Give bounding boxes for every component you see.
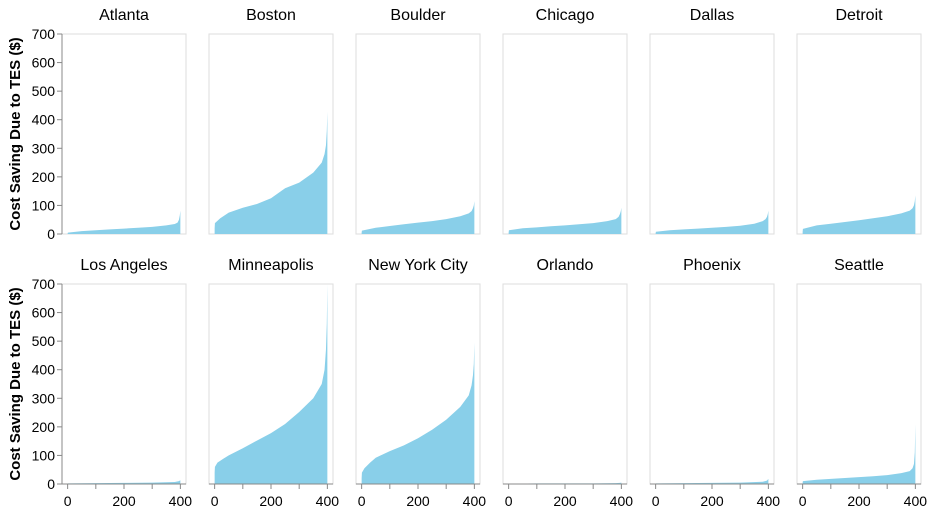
panel-frame (796, 33, 922, 235)
area-series (67, 210, 181, 234)
facet-panel: Detroit (796, 7, 922, 235)
panel-frame (355, 33, 481, 235)
facet-title: Boulder (390, 7, 446, 24)
y-tick-label: 700 (32, 276, 56, 292)
x-tick-label: 200 (112, 493, 136, 509)
area-series (655, 210, 769, 234)
panel-frame (502, 33, 628, 235)
facet-title: Phoenix (683, 257, 741, 274)
x-tick-label: 400 (316, 493, 340, 509)
area-series (655, 478, 769, 484)
facet-title: Atlanta (99, 7, 149, 24)
facet-panel: Boulder (355, 7, 481, 235)
facet-grid: Atlanta 0 100 200 300 400 500 600 700 Boston Bould… (32, 7, 928, 509)
facet-title: Los Angeles (80, 257, 167, 274)
facet-panel: Orlando 0 200 400 (502, 257, 634, 509)
x-tick-label: 0 (505, 493, 513, 509)
x-tick-label: 400 (463, 493, 487, 509)
panel-frame (61, 283, 187, 485)
facet-panel: Atlanta 0 100 200 300 400 500 600 700 (32, 7, 187, 242)
x-tick-label: 200 (259, 493, 283, 509)
facet-title: Boston (246, 7, 296, 24)
x-tick-label: 200 (847, 493, 871, 509)
y-tick-label: 600 (32, 305, 56, 321)
facet-title: New York City (368, 257, 468, 274)
y-tick-label: 0 (47, 476, 55, 492)
area-series (361, 342, 475, 484)
panel-frame (796, 283, 922, 485)
x-tick-label: 0 (64, 493, 72, 509)
facet-title: Chicago (536, 7, 595, 24)
y-axis-label-row-2: Cost Saving Due to TES ($) (7, 287, 24, 480)
y-tick-label: 400 (32, 112, 56, 128)
y-tick-label: 100 (32, 197, 56, 213)
y-tick-label: 600 (32, 55, 56, 71)
panel-frame (502, 283, 628, 485)
y-tick-label: 200 (32, 169, 56, 185)
x-tick-label: 400 (904, 493, 928, 509)
area-series (361, 201, 475, 234)
panel-frame (61, 33, 187, 235)
facet-title: Minneapolis (228, 257, 313, 274)
facet-panel: Los Angeles 0 100 200 300 400 500 600 700 0 200 400 (32, 257, 193, 509)
area-series (802, 195, 916, 234)
facet-panel: Boston (208, 7, 334, 235)
panel-frame (649, 283, 775, 485)
facet-panel: Dallas (649, 7, 775, 235)
facet-panel: Chicago (502, 7, 628, 235)
y-tick-label: 700 (32, 26, 56, 42)
area-series (508, 207, 622, 234)
x-tick-label: 200 (406, 493, 430, 509)
x-tick-label: 200 (553, 493, 577, 509)
facet-title: Dallas (690, 7, 734, 24)
x-tick-label: 400 (757, 493, 781, 509)
x-tick-label: 200 (700, 493, 724, 509)
y-tick-label: 500 (32, 333, 56, 349)
y-tick-label: 100 (32, 447, 56, 463)
facet-panel: New York City 0 200 400 (355, 257, 487, 509)
area-series (67, 480, 181, 484)
y-tick-label: 300 (32, 390, 56, 406)
y-axis-label-row-1: Cost Saving Due to TES ($) (7, 37, 24, 230)
y-tick-label: 200 (32, 419, 56, 435)
facet-title: Orlando (537, 257, 594, 274)
y-tick-label: 0 (47, 226, 55, 242)
x-tick-label: 0 (799, 493, 807, 509)
facet-panel: Seattle 0 200 400 (796, 257, 928, 509)
facet-panel: Minneapolis 0 200 400 (208, 257, 340, 509)
x-tick-label: 400 (610, 493, 634, 509)
x-tick-label: 400 (169, 493, 193, 509)
x-tick-label: 0 (652, 493, 660, 509)
x-tick-label: 0 (358, 493, 366, 509)
facet-title: Seattle (834, 257, 884, 274)
area-series (214, 111, 328, 234)
panel-frame (649, 33, 775, 235)
facet-panel: Phoenix 0 200 400 (649, 257, 781, 509)
y-tick-label: 300 (32, 140, 56, 156)
x-tick-label: 0 (211, 493, 219, 509)
area-series (802, 424, 916, 484)
y-tick-label: 500 (32, 83, 56, 99)
area-series (214, 284, 328, 484)
facet-title: Detroit (835, 7, 883, 24)
y-tick-label: 400 (32, 362, 56, 378)
